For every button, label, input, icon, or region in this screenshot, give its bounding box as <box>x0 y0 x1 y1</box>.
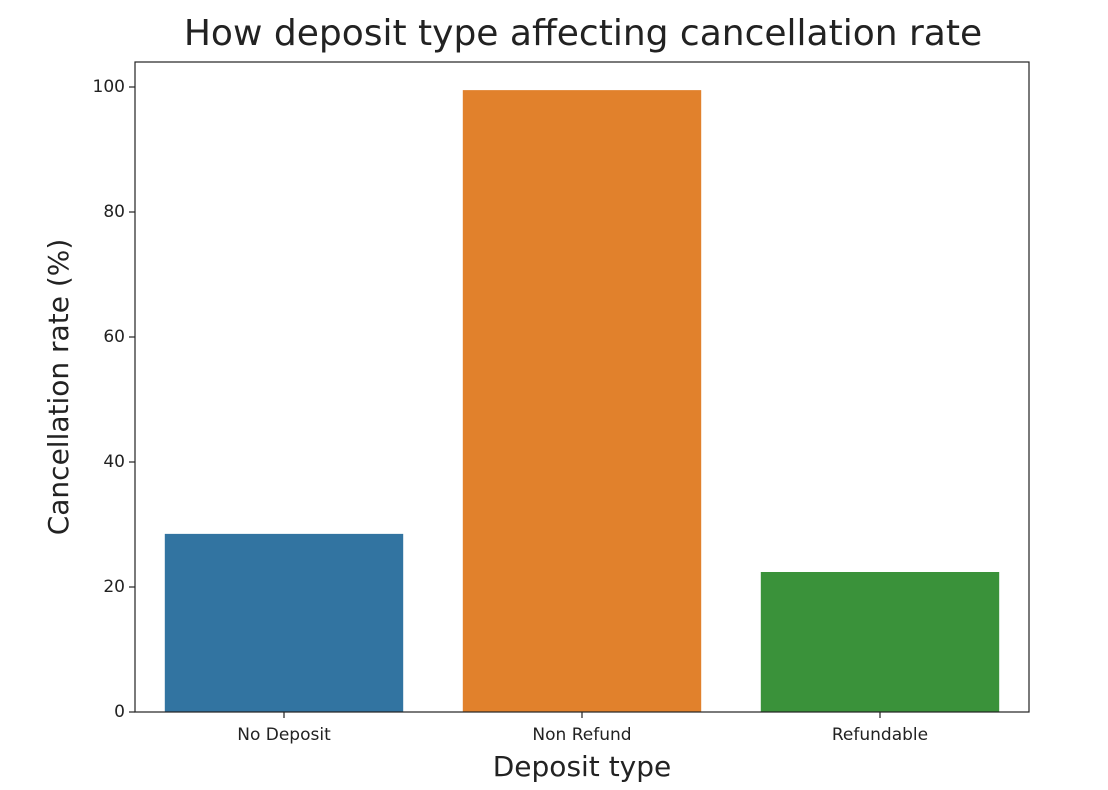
y-tick-label: 80 <box>103 202 125 222</box>
x-axis-label: Deposit type <box>493 750 672 783</box>
x-tick-label: No Deposit <box>237 725 331 745</box>
y-axis-label: Cancellation rate (%) <box>42 239 75 536</box>
chart-title: How deposit type affecting cancellation … <box>184 13 982 54</box>
y-tick-label: 60 <box>103 327 125 347</box>
x-tick-label: Non Refund <box>532 725 631 745</box>
x-tick-label: Refundable <box>832 725 928 745</box>
y-tick-label: 40 <box>103 452 125 472</box>
y-tick-label: 100 <box>93 77 125 97</box>
y-tick-label: 20 <box>103 577 125 597</box>
bar <box>462 90 702 712</box>
y-tick-label: 0 <box>114 702 125 722</box>
plot-frame <box>134 61 1030 713</box>
bar <box>164 533 404 712</box>
bar <box>760 572 1000 712</box>
